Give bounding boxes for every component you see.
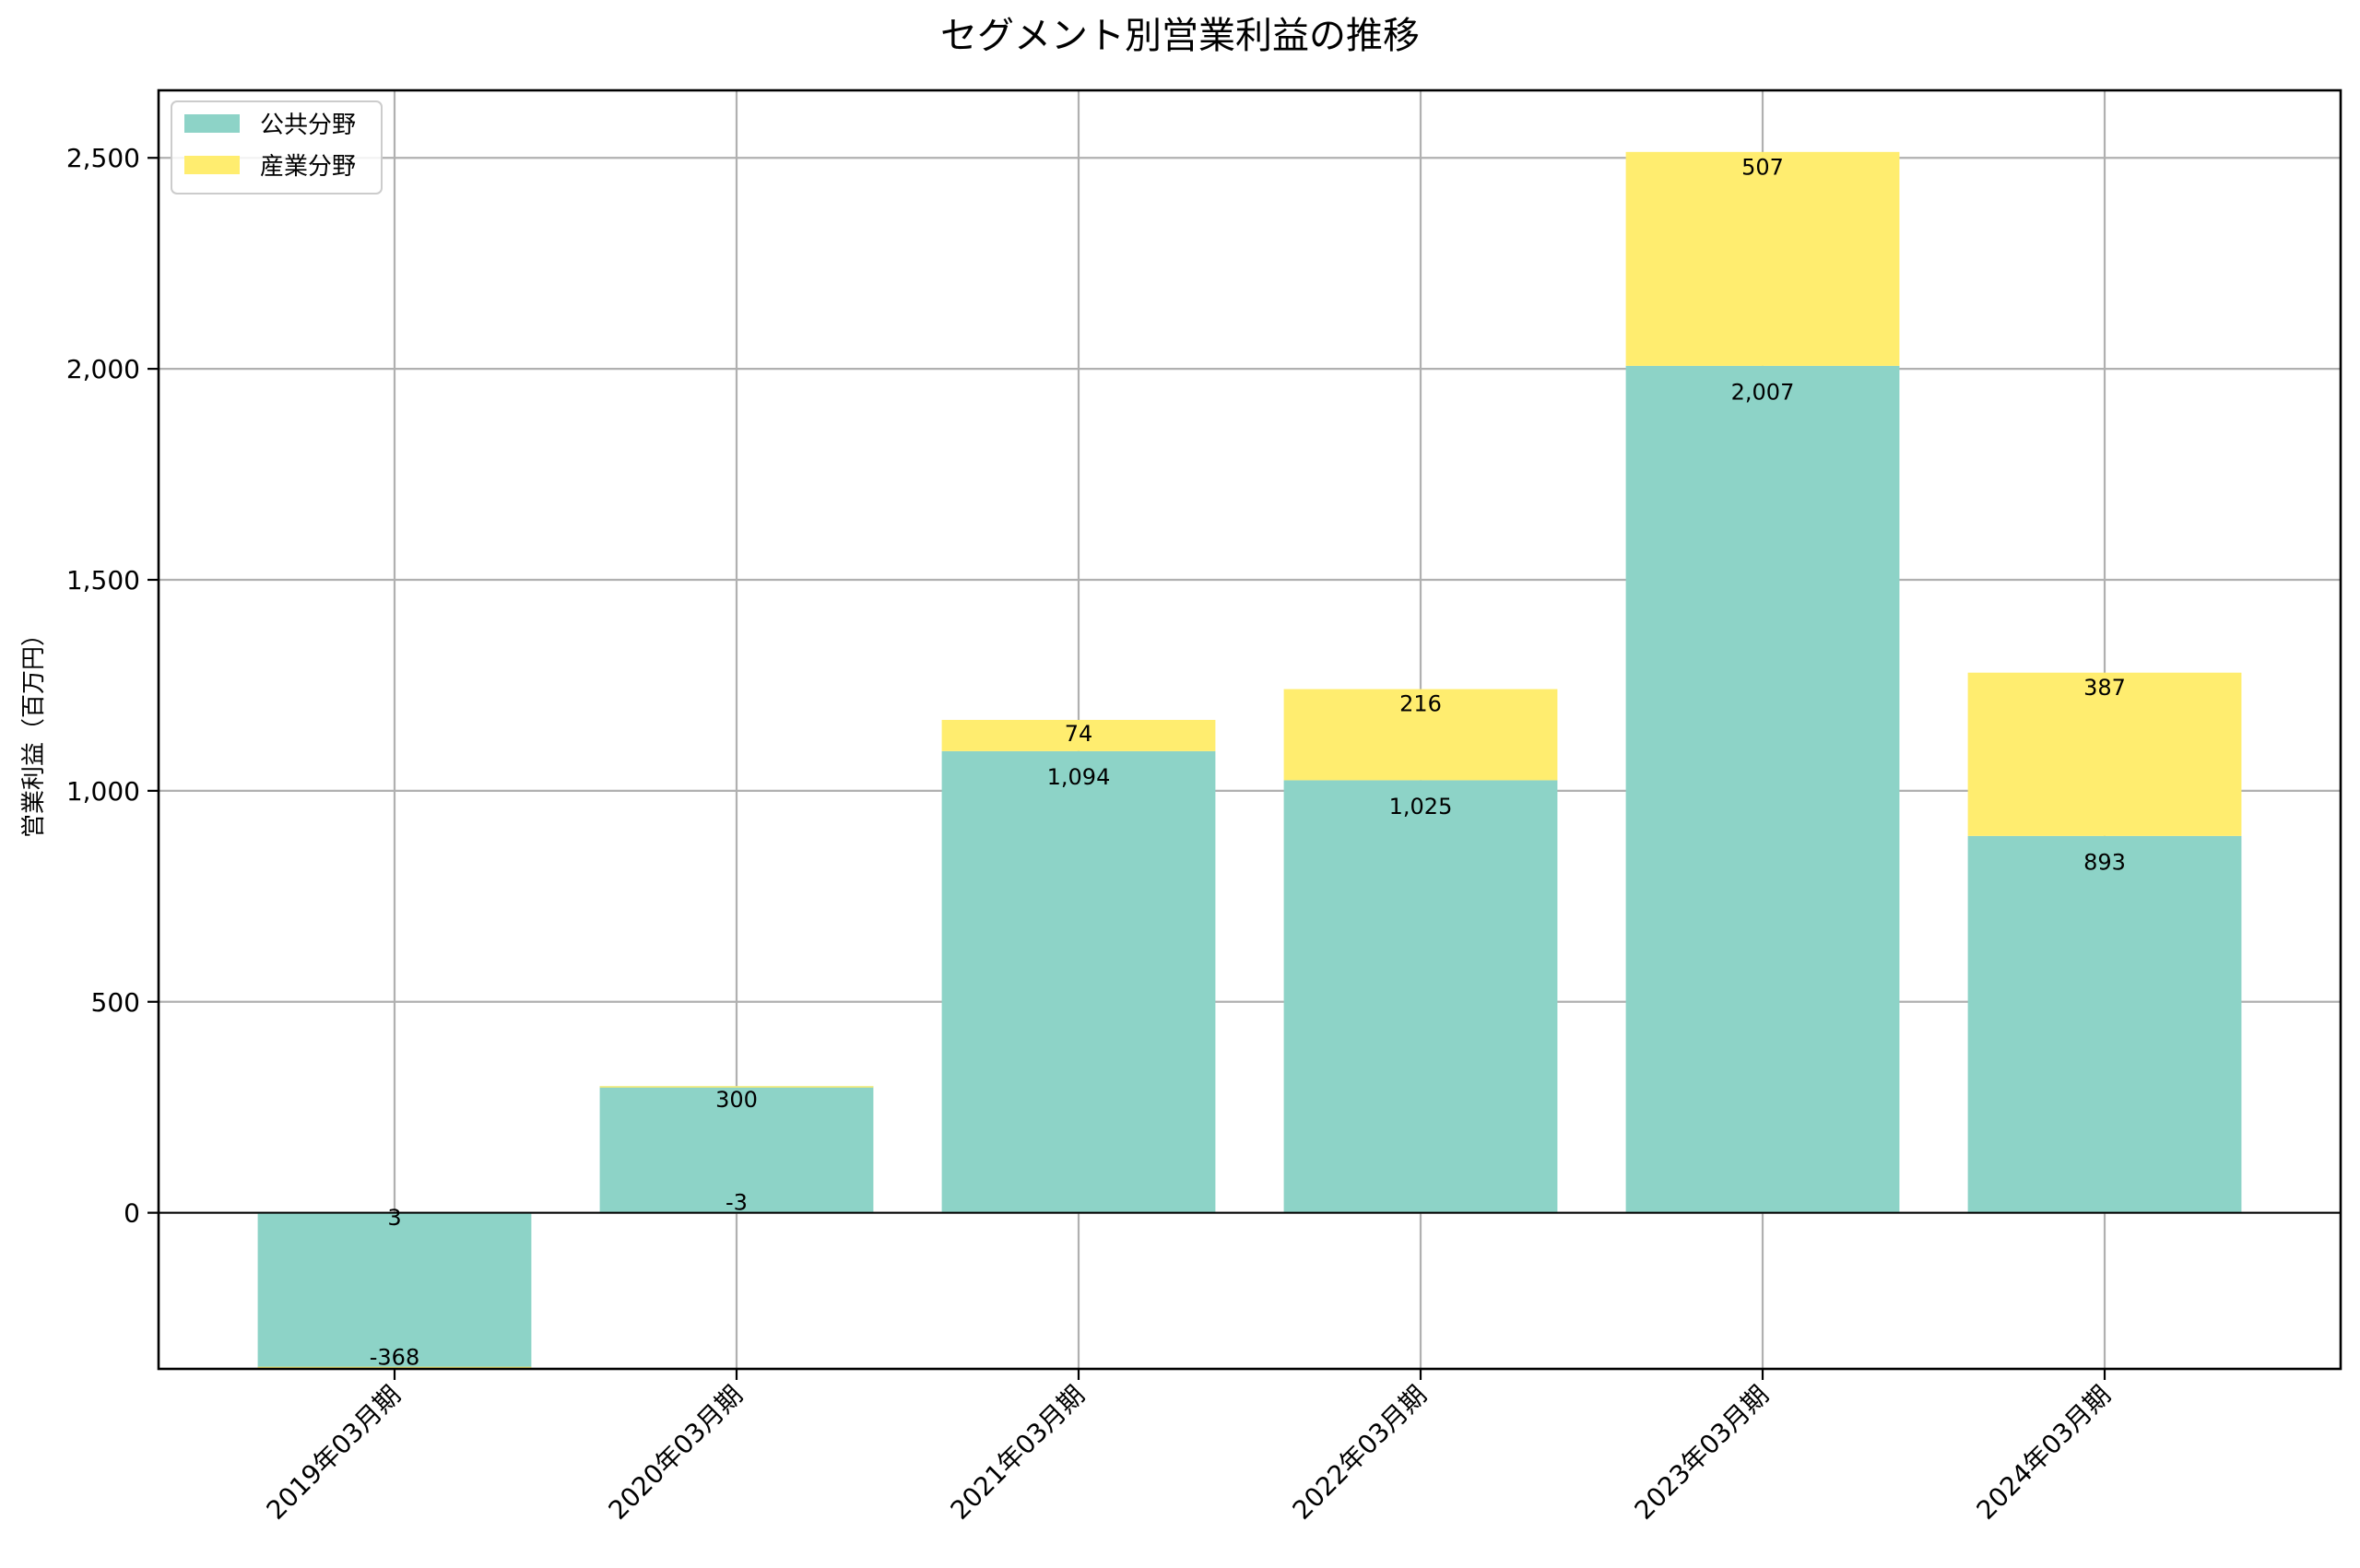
- bar-value-label: 1,094: [1047, 764, 1111, 790]
- bar-value-label: -3: [726, 1189, 748, 1215]
- bar-segment: [941, 750, 1216, 1213]
- legend-swatch: [184, 114, 240, 133]
- x-tick-label: 2023年03月期: [1629, 1380, 1775, 1526]
- bar-value-label: 216: [1399, 691, 1442, 717]
- x-tick-label: 2020年03月期: [603, 1380, 749, 1526]
- bar-segment: [1283, 689, 1558, 781]
- x-tick-label: 2024年03月期: [1971, 1380, 2117, 1526]
- y-tick-label: 0: [124, 1198, 140, 1229]
- bar-value-label: 300: [715, 1087, 758, 1113]
- y-tick-label: 500: [91, 987, 140, 1018]
- axes: [157, 88, 2342, 1371]
- x-tick-label: 2022年03月期: [1287, 1380, 1433, 1526]
- y-tick-label: 2,000: [66, 354, 140, 384]
- bar-value-label: 507: [1741, 154, 1784, 180]
- legend-swatch: [184, 156, 240, 174]
- x-axis-ticks: 2019年03月期 2020年03月期 2021年03月期 2022年03月期 2023…: [261, 1369, 2117, 1526]
- y-axis-ticks: 0 500 1,000 1,500 2,000 2,500: [66, 143, 159, 1229]
- bars: [257, 151, 2242, 1369]
- legend-label: 産業分野: [260, 153, 356, 181]
- y-axis-label: 営業利益（百万円）: [20, 622, 48, 838]
- chart-title: セグメント別営業利益の推移: [940, 15, 1420, 57]
- bar-segment: [599, 1086, 874, 1088]
- bar-value-label: 2,007: [1731, 379, 1795, 405]
- data-labels: -368 3 300 -3 1,094 74 1,025 216 2,007 507 893 387: [370, 154, 2126, 1370]
- bar-value-label: 893: [2083, 849, 2126, 875]
- bar-segment: [1967, 672, 2242, 836]
- bar-segment: [257, 1212, 532, 1369]
- x-tick-label: 2019年03月期: [261, 1380, 407, 1526]
- bar-segment: [1625, 151, 1900, 366]
- y-tick-label: 2,500: [66, 143, 140, 173]
- x-tick-label: 2021年03月期: [945, 1380, 1091, 1526]
- bar-segment: [941, 719, 1216, 751]
- bar-segment: [1967, 835, 2242, 1213]
- plot-frame: [157, 88, 2342, 1371]
- bar-segment: [599, 1086, 874, 1213]
- bar-value-label: -368: [370, 1344, 419, 1370]
- legend-label: 公共分野: [260, 112, 356, 139]
- bar-value-label: 1,025: [1389, 794, 1453, 819]
- bar-value-label: 74: [1065, 721, 1093, 747]
- bar-segment: [1625, 365, 1900, 1213]
- y-tick-label: 1,500: [66, 565, 140, 595]
- y-tick-label: 1,000: [66, 776, 140, 807]
- bar-segment: [1283, 780, 1558, 1213]
- bar-value-label: 3: [387, 1205, 401, 1231]
- bar-value-label: 387: [2083, 675, 2126, 701]
- bar-segment: [257, 1366, 532, 1369]
